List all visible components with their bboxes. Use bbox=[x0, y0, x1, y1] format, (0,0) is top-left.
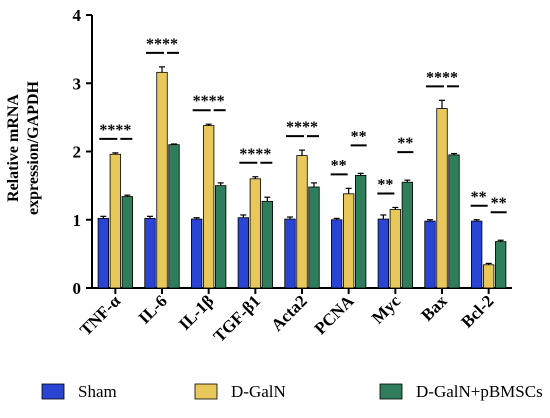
bar-d-galn bbox=[343, 193, 355, 289]
y-tick-label: 0 bbox=[73, 279, 82, 298]
bar-sham bbox=[424, 220, 436, 289]
y-axis-label: Relative mRNA expression/GAPDH bbox=[5, 80, 42, 214]
x-tick-label: Myc bbox=[368, 291, 404, 327]
significance-label: ** bbox=[397, 135, 413, 152]
bar-sham bbox=[331, 219, 343, 289]
bar-d-galn bbox=[203, 125, 215, 289]
bars bbox=[97, 66, 507, 289]
x-tick-label: PCNA bbox=[311, 291, 358, 338]
significance-label: **** bbox=[239, 146, 271, 163]
significance-label: **** bbox=[193, 93, 225, 110]
y-tick-label: 2 bbox=[73, 143, 82, 162]
bar-d-galn-pbmscs bbox=[401, 181, 413, 289]
y-axis-label-line-1: Relative mRNA bbox=[5, 94, 22, 202]
significance-annotations: ********************************** ** bbox=[99, 36, 507, 214]
legend-label: Sham bbox=[78, 382, 117, 401]
bar-d-galn-pbmscs bbox=[168, 144, 180, 289]
x-tick-label: IL-1β bbox=[175, 291, 218, 334]
bar-d-galn bbox=[483, 264, 495, 289]
y-tick-label: 4 bbox=[73, 6, 82, 25]
x-tick-label: TGF-β1 bbox=[210, 291, 265, 346]
legend-label: D-GalN bbox=[231, 382, 286, 401]
significance-label: ** bbox=[491, 195, 507, 212]
bar-d-galn-pbmscs bbox=[215, 185, 227, 289]
y-tick-label: 3 bbox=[73, 74, 82, 93]
x-tick-label: IL-6 bbox=[135, 291, 171, 327]
bar-d-galn bbox=[109, 153, 121, 289]
y-axis-label-line-2: expression/GAPDH bbox=[25, 80, 42, 214]
significance-label: ** bbox=[377, 176, 393, 193]
significance-label: **** bbox=[286, 119, 318, 136]
x-tick-label: Acta2 bbox=[267, 291, 310, 334]
significance-label: ** bbox=[331, 157, 347, 174]
x-tick-label: Bax bbox=[417, 291, 451, 325]
legend-swatch bbox=[41, 383, 65, 400]
bar-d-galn bbox=[296, 155, 308, 289]
bar-d-galn-pbmscs bbox=[308, 186, 320, 289]
y-tick-label: 1 bbox=[73, 211, 82, 230]
bar-d-galn bbox=[156, 71, 168, 289]
legend-swatch bbox=[194, 383, 218, 400]
bar-d-galn bbox=[436, 108, 448, 289]
bar-d-galn bbox=[249, 178, 261, 289]
bar-sham bbox=[377, 218, 389, 289]
bar-d-galn-pbmscs bbox=[495, 241, 507, 289]
bar-sham bbox=[144, 217, 156, 289]
x-tick-label: TNF-α bbox=[76, 291, 125, 340]
legend-swatch bbox=[379, 383, 403, 400]
bar-sham bbox=[284, 218, 296, 289]
significance-label: **** bbox=[99, 122, 131, 139]
significance-label: ** bbox=[471, 189, 487, 206]
bar-d-galn-pbmscs bbox=[355, 174, 367, 289]
bar-sham bbox=[97, 217, 109, 289]
bar-d-galn-pbmscs bbox=[261, 200, 273, 289]
legend: Sham D-GalN D-GalN+pBMSCs bbox=[41, 382, 543, 401]
bar-d-galn-pbmscs bbox=[121, 196, 133, 289]
bar-sham bbox=[471, 220, 483, 289]
bar-sham bbox=[191, 218, 203, 289]
x-tick-label: Bcl-2 bbox=[457, 291, 497, 331]
legend-label: D-GalN+pBMSCs bbox=[416, 382, 543, 401]
significance-label: **** bbox=[426, 69, 458, 86]
bar-d-galn bbox=[389, 209, 401, 289]
bar-d-galn-pbmscs bbox=[448, 154, 460, 289]
significance-label: **** bbox=[146, 36, 178, 53]
bar-sham bbox=[237, 217, 249, 289]
significance-label: ** bbox=[351, 128, 367, 145]
